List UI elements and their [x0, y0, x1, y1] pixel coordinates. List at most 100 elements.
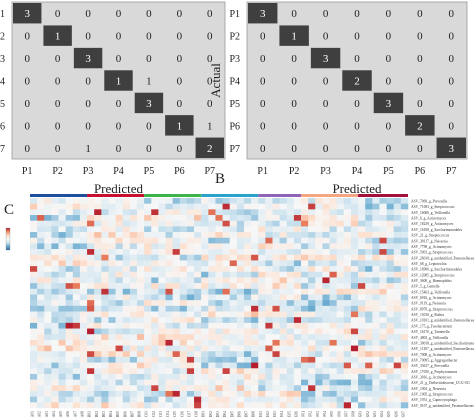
heatmap-cell [115, 220, 124, 227]
heatmap-cell [65, 209, 74, 216]
matrix-cell-value: 0 [449, 31, 455, 43]
heatmap-cell [286, 368, 295, 375]
heatmap-cell [365, 249, 373, 256]
heatmap-cell [179, 288, 188, 295]
heatmap-cell [286, 249, 295, 256]
heatmap-cell [358, 294, 366, 301]
heatmap-cell [165, 203, 173, 210]
heatmap-cell [293, 362, 302, 369]
matrix-cell-value: 0 [55, 8, 61, 20]
heatmap-cell [400, 271, 409, 278]
heatmap-cell [94, 198, 102, 204]
heatmap-cell [293, 266, 302, 273]
heatmap-cell [201, 390, 209, 397]
column-label: B04 [109, 411, 113, 417]
heatmap-cell [236, 283, 245, 290]
heatmap-cell [44, 203, 52, 210]
heatmap-cell [215, 254, 223, 261]
matrix-cell-value: 0 [291, 76, 297, 88]
heatmap-cell [272, 390, 280, 397]
heatmap-cell [72, 322, 81, 329]
heatmap-cell [44, 220, 52, 227]
heatmap-cell [51, 345, 59, 352]
heatmap-cell [136, 334, 145, 341]
heatmap-cell [372, 345, 380, 352]
matrix-diagonal-cell [248, 3, 278, 24]
heatmap-cell [79, 379, 88, 386]
heatmap-cell [87, 362, 95, 369]
heatmap-cell [272, 271, 280, 278]
heatmap-cell [79, 237, 88, 244]
heatmap-cell [293, 385, 302, 392]
heatmap-cell [322, 339, 330, 346]
heatmap-cell [343, 385, 352, 392]
heatmap-cell [350, 317, 359, 324]
heatmap-cell [158, 215, 166, 222]
matrix-cell-value: 0 [449, 120, 455, 132]
heatmap-cell [329, 198, 337, 204]
heatmap-cell [208, 317, 216, 324]
heatmap-cell [400, 283, 409, 290]
heatmap-cell [243, 254, 252, 261]
heatmap-cell [58, 390, 66, 397]
heatmap-cell [258, 288, 266, 295]
row-label: ASV_6916_g_Actinomyces [411, 296, 452, 300]
heatmap-cell [229, 260, 238, 267]
heatmap-cell [222, 271, 230, 278]
heatmap-cell [243, 209, 252, 216]
heatmap-cell [279, 209, 288, 216]
heatmap-cell [293, 300, 302, 307]
heatmap-cell [350, 237, 359, 244]
heatmap-cell [372, 203, 380, 210]
heatmap-cell [172, 402, 181, 409]
heatmap-cell [208, 209, 216, 216]
heatmap-cell [65, 368, 74, 375]
heatmap-cell [101, 305, 109, 312]
heatmap-cell [108, 283, 116, 290]
heatmap-cell [144, 368, 152, 375]
heatmap-cell [272, 368, 280, 375]
heatmap-cell [308, 288, 316, 295]
heatmap-cell [94, 334, 102, 341]
matrix-cell-value: 0 [354, 31, 360, 43]
heatmap-cell [222, 373, 230, 380]
heatmap-cell [393, 345, 402, 352]
heatmap-cell [222, 305, 230, 312]
heatmap-cell [79, 271, 88, 278]
heatmap-cell [151, 266, 159, 273]
heatmap-cell [79, 277, 88, 284]
heatmap-cell [129, 232, 138, 239]
matrix-diagonal-cell [195, 137, 224, 158]
heatmap-cell [222, 402, 230, 409]
matrix-cell-value: 0 [323, 31, 329, 43]
x-axis-label: Predicted [94, 181, 144, 196]
heatmap-cell [258, 362, 266, 369]
heatmap-cell [79, 356, 88, 363]
heatmap-cell [293, 351, 302, 358]
heatmap-cell [251, 300, 259, 307]
heatmap-cell [172, 198, 181, 204]
heatmap-cell [372, 396, 380, 403]
row-label: ASV_5001_g_Streptococcus [411, 251, 453, 255]
heatmap-cell [101, 339, 109, 346]
heatmap-cell [279, 368, 288, 375]
heatmap-cell [272, 396, 280, 403]
heatmap-cell [229, 362, 238, 369]
heatmap-cell [79, 220, 88, 227]
heatmap-cell [293, 396, 302, 403]
heatmap-cell [343, 277, 352, 284]
heatmap-cell [243, 390, 252, 397]
heatmap-cell [94, 362, 102, 369]
matrix-diagonal-cell [405, 115, 435, 136]
heatmap-cell [122, 243, 131, 250]
heatmap-cell [30, 266, 38, 273]
heatmap-cell [79, 334, 88, 341]
heatmap-cell [101, 334, 109, 341]
heatmap-cell [308, 271, 316, 278]
heatmap-cell [358, 237, 366, 244]
heatmap-cell [229, 294, 238, 301]
heatmap-cell [343, 368, 352, 375]
heatmap-cell [308, 402, 316, 409]
heatmap-cell [79, 215, 88, 222]
heatmap-cell [158, 317, 166, 324]
